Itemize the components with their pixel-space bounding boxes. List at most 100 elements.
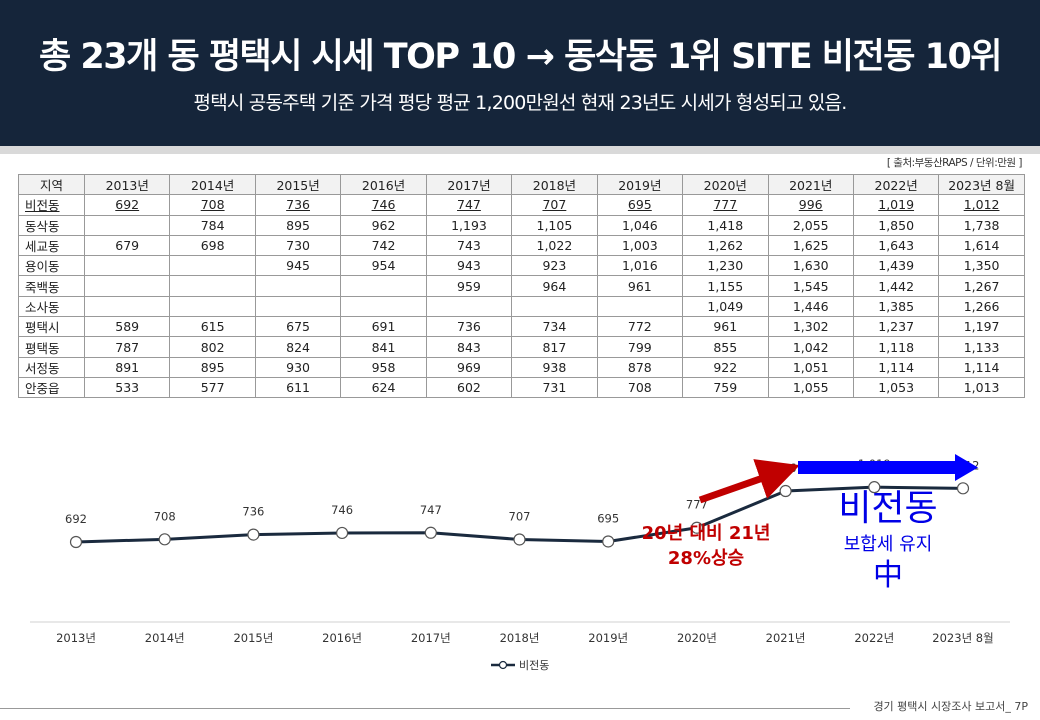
price-cell: 962 xyxy=(340,214,427,236)
price-cell: 589 xyxy=(83,316,171,338)
price-cell: 743 xyxy=(425,234,513,257)
x-tick-label: 2018년 xyxy=(500,631,540,645)
table-row: 평택동 787 802 824 841 843 817 799 855 1,042 1,118 1,1… xyxy=(18,336,1025,358)
price-cell: 1,114 xyxy=(852,356,940,378)
price-cell: 1,418 xyxy=(682,214,769,236)
price-cell xyxy=(340,295,427,318)
table-header-cell: 2014년 xyxy=(169,173,256,196)
table-row: 용이동 945 954 943 923 1,016 1,230 1,630 1,439 1,350 xyxy=(18,255,1025,277)
price-cell: 1,850 xyxy=(852,214,940,236)
price-cell: 615 xyxy=(169,316,256,338)
data-label: 707 xyxy=(509,509,531,523)
price-cell: 1,013 xyxy=(938,376,1025,399)
price-cell: 1,350 xyxy=(938,255,1025,277)
price-cell: 691 xyxy=(340,316,427,338)
price-cell: 1,262 xyxy=(682,234,769,257)
red-annotation-line1: 20년 대비 21년 xyxy=(642,523,771,544)
table-header-cell: 2013년 xyxy=(83,173,171,196)
price-cell: 923 xyxy=(511,255,598,277)
table-row: 비전동 692 708 736 746 747 707 695 777 996 1,019 1,012 xyxy=(18,194,1025,216)
x-tick-label: 2014년 xyxy=(145,631,185,645)
data-point xyxy=(602,535,615,548)
price-cell: 817 xyxy=(511,336,598,358)
region-cell: 서정동 xyxy=(18,356,85,378)
region-cell: 안중읍 xyxy=(18,376,85,399)
price-cell: 1,439 xyxy=(852,255,940,277)
price-cell: 1,118 xyxy=(852,336,940,358)
table-header-cell: 2017년 xyxy=(425,173,513,196)
price-cell: 1,016 xyxy=(596,255,684,277)
price-cell xyxy=(83,295,171,318)
price-cell xyxy=(254,295,342,318)
price-cell: 1,053 xyxy=(852,376,940,399)
price-cell: 698 xyxy=(169,234,256,257)
price-cell: 1,042 xyxy=(767,336,854,358)
data-point xyxy=(336,526,349,540)
region-cell: 평택동 xyxy=(18,336,85,358)
price-cell: 1,385 xyxy=(852,295,940,318)
price-cell: 802 xyxy=(169,336,256,358)
table-row: 동삭동 784 895 962 1,193 1,105 1,046 1,418 2,055 1,8… xyxy=(18,214,1025,236)
price-cell: 1,625 xyxy=(767,234,854,257)
data-point xyxy=(158,533,171,546)
price-cell xyxy=(169,255,256,277)
price-cell: 759 xyxy=(682,376,769,399)
price-cell: 747 xyxy=(425,194,513,216)
price-cell: 624 xyxy=(340,376,427,399)
header-banner: 총 23개 동 평택시 시세 TOP 10 → 동삭동 1위 SITE 비전동 … xyxy=(0,0,1040,146)
price-cell: 1,545 xyxy=(767,275,854,297)
footer-divider xyxy=(0,708,850,709)
x-tick-label: 2015년 xyxy=(233,631,273,645)
price-cell: 1,193 xyxy=(425,214,513,236)
x-tick-label: 2016년 xyxy=(322,631,362,645)
data-point xyxy=(69,535,83,549)
price-cell: 945 xyxy=(254,255,342,277)
data-point xyxy=(247,528,260,541)
price-cell: 1,197 xyxy=(938,316,1025,338)
price-cell: 895 xyxy=(254,214,342,236)
region-cell: 비전동 xyxy=(18,194,85,216)
legend-marker-swatch xyxy=(498,660,508,670)
price-cell: 878 xyxy=(596,356,684,378)
table-row: 소사동 1,049 1,446 1,385 1,266 xyxy=(18,295,1025,318)
table-header-row: 지역 2013년 2014년 2015년 2016년 2017년 2018년 2019년 202… xyxy=(18,173,1025,196)
price-cell: 959 xyxy=(425,275,513,297)
price-cell xyxy=(83,255,171,277)
price-cell: 1,267 xyxy=(938,275,1025,297)
price-cell xyxy=(511,295,598,318)
x-tick-label: 2013년 xyxy=(56,631,96,645)
price-cell: 1,643 xyxy=(852,234,940,257)
price-cell: 1,105 xyxy=(511,214,598,236)
price-cell: 695 xyxy=(596,194,684,216)
price-cell: 1,302 xyxy=(767,316,854,338)
price-cell: 1,046 xyxy=(596,214,684,236)
region-cell: 용이동 xyxy=(18,255,85,277)
x-tick-label: 2022년 xyxy=(854,631,894,645)
region-cell: 동삭동 xyxy=(18,214,85,236)
page-subtitle: 평택시 공동주택 기준 가격 평당 평균 1,200만원선 현재 23년도 시세… xyxy=(193,92,848,114)
data-label: 746 xyxy=(331,503,353,517)
price-cell: 708 xyxy=(596,376,684,399)
table-header-cell: 2019년 xyxy=(596,173,684,196)
table-header-cell: 2018년 xyxy=(511,173,598,196)
price-cell xyxy=(83,214,171,236)
price-cell: 1,614 xyxy=(938,234,1025,257)
footer-page-note: 경기 평택시 시장조사 보고서_ 7P xyxy=(873,700,1028,713)
price-cell: 1,230 xyxy=(682,255,769,277)
price-cell xyxy=(425,295,513,318)
region-cell: 죽백동 xyxy=(18,275,85,297)
region-cell: 평택시 xyxy=(18,316,85,338)
price-cell: 746 xyxy=(340,194,427,216)
price-cell: 784 xyxy=(169,214,256,236)
price-cell: 707 xyxy=(511,194,598,216)
x-tick-label: 2023년 8월 xyxy=(932,631,993,645)
table-header-cell: 2021년 xyxy=(767,173,854,196)
price-cell: 1,049 xyxy=(682,295,769,318)
blue-arrow-shaft xyxy=(798,461,955,474)
price-cell: 1,266 xyxy=(938,295,1025,318)
price-cell xyxy=(169,295,256,318)
data-point xyxy=(690,521,704,534)
table-row: 서정동 891 895 930 958 969 938 878 922 1,051 1,114 1,1… xyxy=(18,356,1025,378)
price-cell: 958 xyxy=(340,356,427,378)
table-row: 안중읍 533 577 611 624 602 731 708 759 1,055 1,053 1,0… xyxy=(18,376,1025,399)
